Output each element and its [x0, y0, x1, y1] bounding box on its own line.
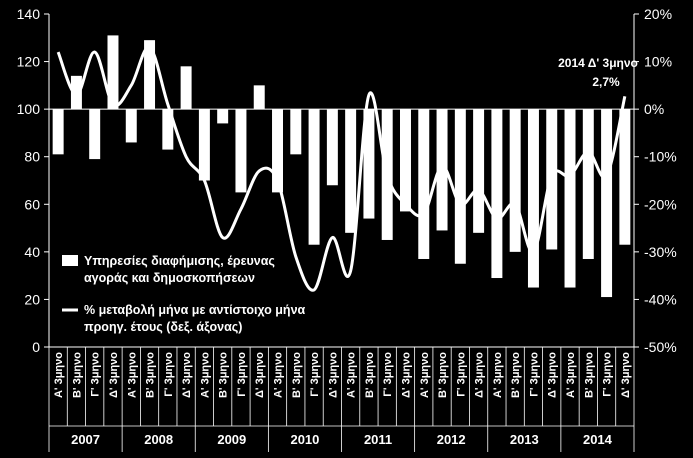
quarter-label: Α' 3μηνο	[492, 352, 504, 398]
quarter-label: Δ' 3μηνο	[400, 352, 412, 398]
bar	[583, 109, 594, 259]
right-tick-label: -50%	[644, 339, 677, 355]
right-tick-label: 0%	[644, 101, 664, 117]
bar	[126, 109, 137, 142]
bar	[89, 109, 100, 159]
left-tick-label: 120	[17, 54, 41, 70]
bar	[53, 109, 64, 154]
year-label: 2014	[583, 432, 613, 447]
year-label: 2010	[290, 432, 319, 447]
quarter-label: Γ' 3μηνο	[90, 352, 102, 397]
quarter-label: Γ' 3μηνο	[602, 352, 614, 397]
bar	[254, 85, 265, 109]
bar	[418, 109, 429, 259]
bar	[565, 109, 576, 287]
annotation-value: 2,7%	[592, 75, 620, 89]
bar	[199, 109, 210, 180]
right-tick-label: 20%	[644, 6, 672, 22]
quarter-label: Β' 3μηνο	[218, 352, 230, 398]
bar	[181, 66, 192, 109]
year-label: 2012	[437, 432, 466, 447]
legend-line-label: % μεταβολή μήνα με αντίστοιχο μήνα	[84, 303, 306, 317]
quarter-label: Β' 3μηνο	[583, 352, 595, 398]
left-tick-label: 60	[24, 196, 40, 212]
bar	[400, 109, 411, 211]
quarter-label: Γ' 3μηνο	[236, 352, 248, 397]
year-label: 2007	[71, 432, 100, 447]
year-label: 2008	[144, 432, 173, 447]
left-tick-label: 80	[24, 149, 40, 165]
quarter-label: Γ' 3μηνο	[382, 352, 394, 397]
quarter-label: Δ' 3μηνο	[547, 352, 559, 398]
quarter-label: Δ' 3μηνο	[620, 352, 632, 398]
bar	[491, 109, 502, 278]
right-tick-label: -40%	[644, 291, 677, 307]
legend-bar-swatch	[62, 255, 78, 266]
quarter-label: Δ' 3μηνο	[474, 352, 486, 398]
legend-line-label: προηγ. έτους (δεξ. άξονας)	[84, 320, 242, 334]
legend-bar-label: αγοράς και δημοσκοπήσεων	[84, 271, 255, 285]
quarter-label: Β' 3μηνο	[71, 352, 83, 398]
quarter-label: Δ' 3μηνο	[327, 352, 339, 398]
left-tick-label: 0	[32, 339, 40, 355]
bar	[619, 109, 630, 245]
quarter-label: Α' 3μηνο	[346, 352, 358, 398]
quarter-label: Γ' 3μηνο	[163, 352, 175, 397]
year-label: 2013	[510, 432, 539, 447]
quarter-label: Α' 3μηνο	[273, 352, 285, 398]
quarter-label: Α' 3μηνο	[419, 352, 431, 398]
legend-bar-label: Υπηρεσίες διαφήμισης, έρευνας	[84, 254, 275, 268]
left-tick-label: 100	[17, 101, 41, 117]
legend: Υπηρεσίες διαφήμισης, έρευνας αγοράς και …	[62, 254, 306, 334]
quarter-label: Β' 3μηνο	[437, 352, 449, 398]
annotation-title: 2014 Δ' 3μηνο	[558, 56, 638, 70]
quarter-label: Δ' 3μηνο	[181, 352, 193, 398]
bar	[309, 109, 320, 245]
bar	[455, 109, 466, 264]
quarter-label: Δ' 3μηνο	[108, 352, 120, 398]
quarter-label: Γ' 3μηνο	[309, 352, 321, 397]
quarter-label: Β' 3μηνο	[364, 352, 376, 398]
annotation: 2014 Δ' 3μηνο 2,7%	[558, 56, 638, 89]
quarter-label: Β' 3μηνο	[145, 352, 157, 398]
left-tick-label: 40	[24, 244, 40, 260]
quarter-label: Β' 3μηνο	[510, 352, 522, 398]
right-tick-label: -10%	[644, 149, 677, 165]
quarter-label: Α' 3μηνο	[199, 352, 211, 398]
bar	[473, 109, 484, 233]
bar	[217, 109, 228, 123]
quarter-label: Γ' 3μηνο	[528, 352, 540, 397]
quarter-label: Α' 3μηνο	[126, 352, 138, 398]
right-tick-label: -20%	[644, 196, 677, 212]
quarter-label: Δ' 3μηνο	[254, 352, 266, 398]
quarter-label: Α' 3μηνο	[565, 352, 577, 398]
right-tick-label: 10%	[644, 54, 672, 70]
year-label: 2011	[364, 432, 392, 447]
bar	[510, 109, 521, 252]
bar	[327, 109, 338, 185]
bar	[601, 109, 612, 297]
right-tick-label: -30%	[644, 244, 677, 260]
bar	[235, 109, 246, 192]
quarter-label: Α' 3μηνο	[53, 352, 65, 398]
quarter-label: Β' 3μηνο	[291, 352, 303, 398]
left-tick-label: 20	[24, 291, 40, 307]
bar	[290, 109, 301, 154]
year-label: 2009	[217, 432, 246, 447]
bar	[528, 109, 539, 287]
quarter-label: Γ' 3μηνο	[455, 352, 467, 397]
bar	[345, 109, 356, 233]
left-tick-label: 140	[17, 6, 41, 22]
